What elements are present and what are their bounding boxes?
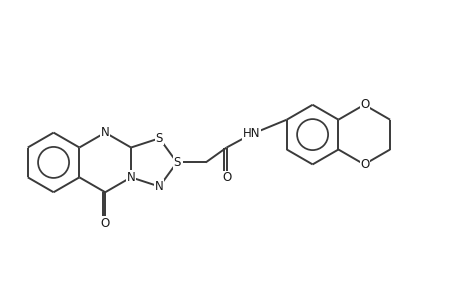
Text: O: O (360, 158, 369, 171)
Text: HN: HN (242, 127, 260, 140)
Text: N: N (101, 126, 109, 139)
Text: O: O (101, 217, 110, 230)
Text: O: O (222, 171, 231, 184)
Text: S: S (156, 132, 163, 145)
Text: S: S (173, 156, 180, 169)
Text: O: O (360, 98, 369, 111)
Text: N: N (126, 171, 135, 184)
Text: N: N (155, 180, 163, 193)
